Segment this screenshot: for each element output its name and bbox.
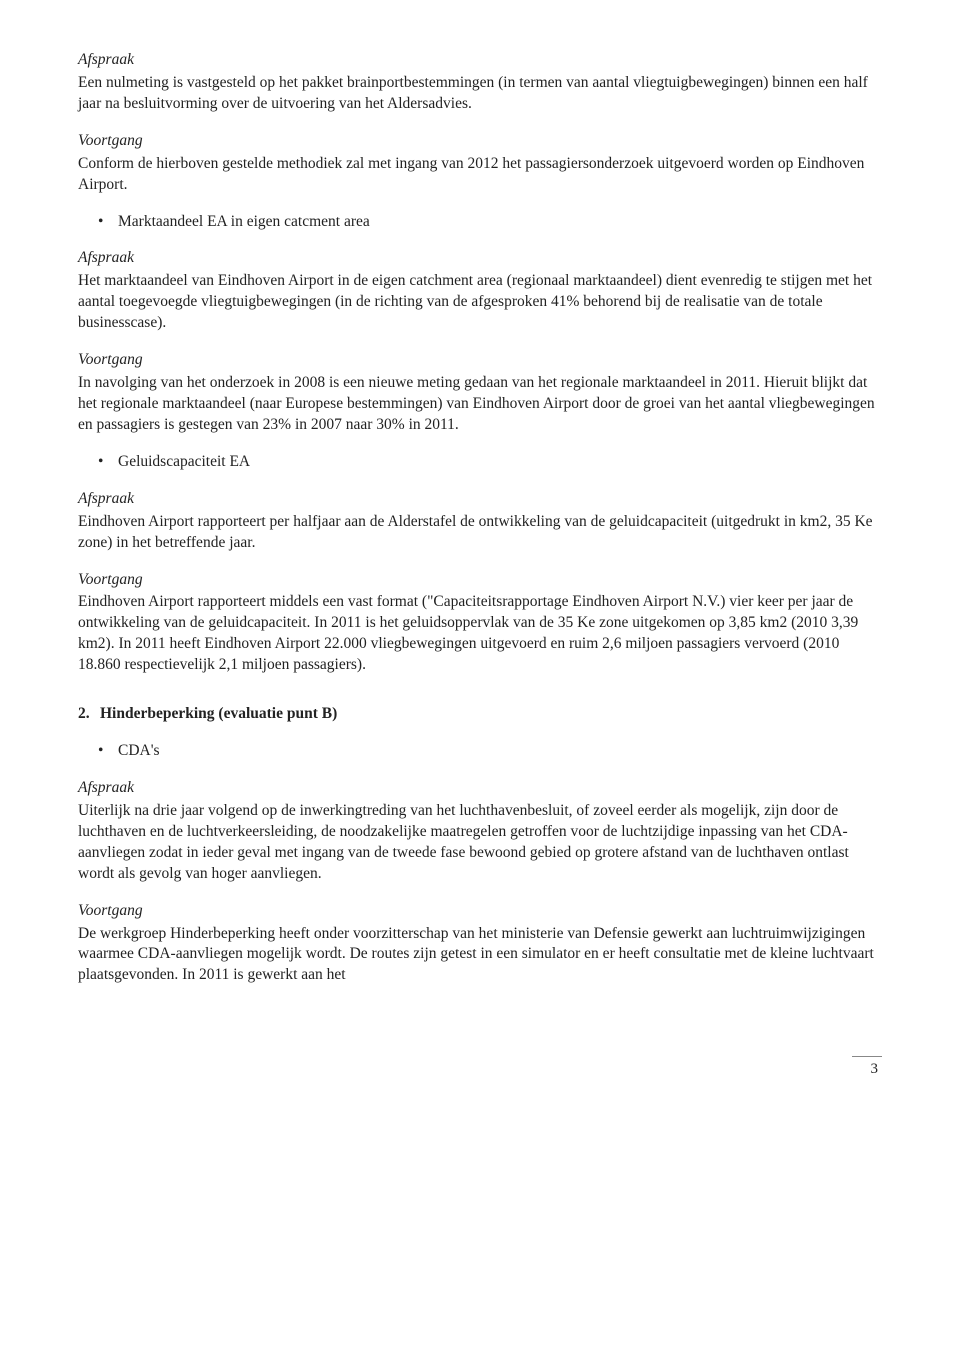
bullet-icon: •	[78, 741, 118, 762]
voortgang-label: Voortgang	[78, 570, 882, 591]
afspraak-body: Een nulmeting is vastgesteld op het pakk…	[78, 73, 882, 115]
heading-number: 2.	[78, 704, 100, 725]
voortgang-body: De werkgroep Hinderbeperking heeft onder…	[78, 924, 882, 987]
afspraak-label: Afspraak	[78, 50, 882, 71]
section-heading: 2. Hinderbeperking (evaluatie punt B)	[78, 704, 882, 725]
bullet-text: Marktaandeel EA in eigen catcment area	[118, 212, 882, 233]
bullet-item: • CDA's	[78, 741, 882, 762]
bullet-item: • Marktaandeel EA in eigen catcment area	[78, 212, 882, 233]
bullet-icon: •	[78, 212, 118, 233]
afspraak-label: Afspraak	[78, 778, 882, 799]
voortgang-label: Voortgang	[78, 131, 882, 152]
voortgang-body: Conform de hierboven gestelde methodiek …	[78, 154, 882, 196]
afspraak-body: Eindhoven Airport rapporteert per halfja…	[78, 512, 882, 554]
afspraak-body: Het marktaandeel van Eindhoven Airport i…	[78, 271, 882, 334]
voortgang-label: Voortgang	[78, 350, 882, 371]
bullet-text: CDA's	[118, 741, 882, 762]
afspraak-label: Afspraak	[78, 489, 882, 510]
bullet-text: Geluidscapaciteit EA	[118, 452, 882, 473]
voortgang-body: In navolging van het onderzoek in 2008 i…	[78, 373, 882, 436]
afspraak-label: Afspraak	[78, 248, 882, 269]
bullet-icon: •	[78, 452, 118, 473]
bullet-item: • Geluidscapaciteit EA	[78, 452, 882, 473]
voortgang-label: Voortgang	[78, 901, 882, 922]
page-number: 3	[852, 1056, 882, 1079]
afspraak-body: Uiterlijk na drie jaar volgend op de inw…	[78, 801, 882, 885]
heading-title: Hinderbeperking (evaluatie punt B)	[100, 704, 882, 725]
voortgang-body: Eindhoven Airport rapporteert middels ee…	[78, 592, 882, 676]
